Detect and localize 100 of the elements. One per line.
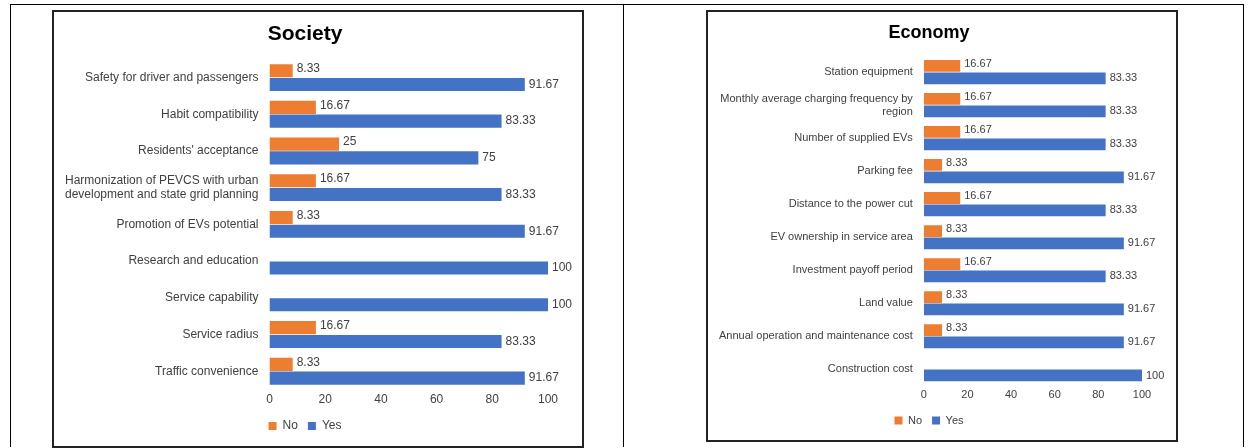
x-tick-label: 80 bbox=[1092, 388, 1105, 401]
bar bbox=[923, 138, 1106, 151]
data-label: 16.67 bbox=[964, 56, 992, 69]
legend-label: No bbox=[908, 413, 923, 426]
data-label: 83.33 bbox=[1109, 203, 1138, 216]
x-tick-label: 60 bbox=[429, 392, 444, 407]
bar bbox=[923, 369, 1142, 382]
legend-label: No bbox=[282, 418, 299, 433]
y-tick-label: Service radius bbox=[182, 326, 259, 341]
data-label: 8.33 bbox=[946, 288, 968, 301]
data-label: 83.33 bbox=[1109, 104, 1138, 117]
y-tick-label: Construction cost bbox=[827, 362, 913, 375]
data-label: 16.67 bbox=[964, 122, 992, 135]
x-tick-label: 60 bbox=[1048, 388, 1061, 401]
data-label: 75 bbox=[482, 150, 497, 165]
data-label: 83.33 bbox=[1109, 137, 1138, 150]
bar bbox=[923, 192, 961, 204]
bar bbox=[923, 291, 943, 303]
data-label: 16.67 bbox=[964, 255, 992, 268]
y-tick-label: Habit compatibility bbox=[161, 106, 259, 121]
data-label: 91.67 bbox=[528, 370, 560, 385]
y-tick-label: Number of supplied EVs bbox=[794, 131, 914, 144]
bar bbox=[923, 72, 1106, 85]
bar bbox=[269, 357, 293, 371]
bar bbox=[269, 151, 479, 165]
chart-title: Economy bbox=[888, 21, 970, 42]
data-label: 83.33 bbox=[1109, 269, 1138, 282]
y-tick-label: Land value bbox=[859, 296, 913, 309]
data-label: 8.33 bbox=[296, 354, 321, 369]
bar bbox=[923, 258, 961, 270]
data-label: 25 bbox=[343, 134, 357, 149]
data-label: 16.67 bbox=[319, 97, 351, 112]
bar bbox=[923, 105, 1106, 118]
x-tick-label: 20 bbox=[961, 388, 974, 401]
bar bbox=[269, 210, 293, 225]
x-tick-label: 100 bbox=[537, 392, 559, 407]
data-label: 91.67 bbox=[528, 223, 560, 238]
bar bbox=[269, 261, 548, 275]
y-tick-label: Investment payoff period bbox=[792, 263, 913, 276]
data-label: 100 bbox=[552, 297, 573, 312]
bar bbox=[923, 171, 1124, 184]
bar bbox=[269, 188, 502, 202]
bar bbox=[923, 324, 943, 336]
data-label: 91.67 bbox=[528, 76, 560, 91]
data-label: 16.67 bbox=[964, 189, 992, 202]
bar bbox=[923, 225, 943, 237]
x-tick-label: 20 bbox=[318, 392, 333, 407]
x-tick-label: 40 bbox=[374, 392, 388, 407]
y-tick-label: Harmonization of PEVCS with urban development and state grid planning bbox=[64, 172, 259, 202]
data-label: 8.33 bbox=[296, 60, 321, 75]
bar bbox=[269, 371, 525, 385]
y-tick-label: Residents' acceptance bbox=[138, 143, 259, 158]
bar bbox=[923, 60, 961, 72]
legend-label: Yes bbox=[945, 413, 964, 426]
chart-title: Society bbox=[267, 21, 343, 45]
bar bbox=[269, 114, 502, 128]
bar bbox=[269, 137, 340, 151]
data-label: 91.67 bbox=[1127, 302, 1156, 315]
bar bbox=[269, 334, 502, 348]
bar bbox=[269, 64, 293, 78]
data-label: 100 bbox=[1146, 368, 1165, 381]
bar bbox=[269, 100, 316, 114]
bar bbox=[923, 159, 943, 171]
data-label: 16.67 bbox=[319, 171, 351, 186]
data-label: 8.33 bbox=[946, 321, 968, 334]
data-label: 91.67 bbox=[1127, 236, 1156, 249]
y-tick-label: Service capability bbox=[165, 290, 259, 305]
data-label: 83.33 bbox=[505, 333, 536, 348]
bar bbox=[269, 224, 525, 238]
x-tick-label: 80 bbox=[485, 392, 500, 407]
bar bbox=[923, 93, 961, 105]
y-tick-label: Annual operation and maintenance cost bbox=[719, 329, 913, 342]
bar bbox=[269, 77, 525, 91]
data-label: 100 bbox=[552, 260, 573, 275]
bar bbox=[923, 204, 1106, 217]
x-tick-label: 100 bbox=[1132, 388, 1152, 401]
data-label: 91.67 bbox=[1127, 335, 1156, 348]
data-label: 16.67 bbox=[964, 89, 992, 102]
bar bbox=[269, 321, 316, 335]
bar bbox=[923, 270, 1106, 283]
y-tick-label: Distance to the power cut bbox=[788, 197, 913, 210]
x-tick-label: 0 bbox=[920, 388, 927, 401]
y-tick-label: Promotion of EVs potential bbox=[116, 216, 259, 231]
bar bbox=[923, 336, 1124, 349]
y-tick-label: Monthly average charging frequency by region bbox=[720, 91, 914, 117]
y-tick-label: Parking fee bbox=[857, 164, 913, 177]
bar bbox=[269, 174, 316, 188]
legend-label: Yes bbox=[321, 418, 342, 433]
data-label: 83.33 bbox=[1109, 71, 1138, 84]
y-tick-label: Safety for driver and passengers bbox=[85, 69, 259, 84]
data-label: 83.33 bbox=[505, 113, 536, 128]
bar bbox=[923, 126, 961, 138]
bar bbox=[923, 237, 1124, 250]
x-tick-label: 0 bbox=[266, 392, 274, 407]
y-tick-label: Research and education bbox=[128, 253, 259, 268]
y-tick-label: Station equipment bbox=[824, 65, 913, 78]
y-tick-label: EV ownership in service area bbox=[770, 230, 914, 243]
data-label: 8.33 bbox=[946, 156, 968, 169]
data-label: 8.33 bbox=[946, 222, 968, 235]
data-label: 91.67 bbox=[1127, 170, 1156, 183]
